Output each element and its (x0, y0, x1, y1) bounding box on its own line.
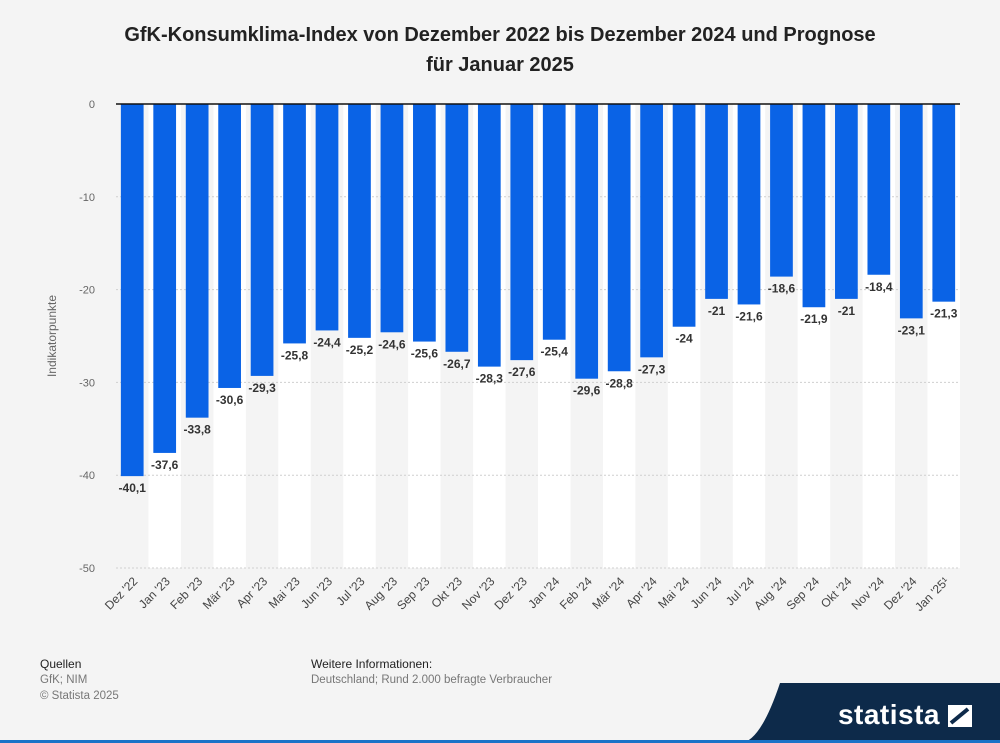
data-label: -29,3 (248, 381, 276, 395)
y-tick-label: -20 (79, 285, 95, 297)
data-label: -29,6 (573, 384, 601, 398)
x-tick-label: Mai '23 (266, 574, 303, 611)
bar (867, 104, 891, 275)
chart-title: GfK-Konsumklima-Index von Dezember 2022 … (50, 20, 950, 80)
bar (899, 104, 923, 319)
data-label: -21,9 (800, 312, 828, 326)
data-label: -25,6 (411, 347, 439, 361)
bar (932, 104, 956, 302)
data-label: -25,8 (281, 348, 309, 362)
x-tick-label: Jan '25¹ (912, 574, 952, 614)
y-tick-label: -40 (79, 470, 95, 482)
x-tick-label: Jun '24 (688, 574, 725, 611)
x-tick-label: Feb '24 (557, 574, 595, 612)
data-label: -28,3 (476, 372, 504, 386)
data-label: -18,4 (865, 280, 893, 294)
x-tick-label: Mär '23 (200, 574, 238, 612)
data-label: -24,4 (313, 335, 341, 349)
bar (283, 104, 306, 344)
title-line-1: GfK-Konsumklima-Index von Dezember 2022 … (124, 24, 876, 46)
x-tick-label: Dez '22 (102, 574, 141, 613)
data-label: -25,4 (541, 345, 569, 359)
x-tick-label: Aug '23 (362, 574, 401, 613)
title-line-2: für Januar 2025 (426, 54, 574, 76)
data-label: -28,8 (605, 376, 633, 390)
bar (737, 104, 761, 305)
bar (802, 104, 826, 308)
x-tick-label: Okt '24 (818, 574, 855, 611)
data-label: -21 (708, 304, 726, 318)
bar (575, 104, 599, 379)
y-axis-label: Indikatorpunkte (45, 295, 59, 377)
x-tick-label: Aug '24 (751, 574, 790, 613)
x-tick-label: Jun '23 (298, 574, 335, 611)
data-label: -30,6 (216, 393, 244, 407)
x-tick-label: Sep '24 (784, 574, 823, 613)
x-tick-label: Mär '24 (589, 574, 627, 612)
y-tick-label: 0 (89, 99, 95, 111)
info-heading: Weitere Informationen: (311, 657, 433, 671)
data-label: -40,1 (119, 481, 147, 495)
x-tick-label: Dez '23 (491, 574, 530, 613)
sources-block: Quellen GfK; NIM © Statista 2025 (40, 656, 119, 704)
bar (672, 104, 696, 327)
bar (607, 104, 631, 372)
data-label: -27,3 (638, 362, 666, 376)
statista-logo-icon (948, 705, 972, 727)
info-text: Deutschland; Rund 2.000 befragte Verbrau… (311, 674, 553, 686)
data-label: -27,6 (508, 365, 536, 379)
x-tick-label: Okt '23 (428, 574, 465, 611)
data-label: -23,1 (898, 323, 926, 337)
sources-line-1: GfK; NIM (40, 674, 88, 686)
data-label: -18,6 (768, 282, 796, 296)
info-block: Weitere Informationen: Deutschland; Rund… (311, 656, 552, 688)
x-tick-label: Mai '24 (655, 574, 692, 611)
bottom-accent-line (0, 740, 1000, 743)
y-tick-label: -50 (79, 563, 95, 575)
bar (153, 104, 177, 453)
x-tick-label: Nov '24 (849, 574, 888, 613)
x-tick-label: Apr '24 (623, 574, 660, 611)
x-tick-label: Jan '24 (525, 574, 562, 611)
brand-badge (740, 683, 1000, 743)
y-tick-label: -10 (79, 192, 95, 204)
data-label: -21 (838, 304, 856, 318)
statista-logo: statista (837, 699, 940, 730)
bar (705, 104, 728, 299)
bar (380, 104, 404, 333)
bar (250, 104, 274, 376)
y-tick-label: -30 (79, 377, 95, 389)
bar (218, 104, 241, 388)
bar (120, 104, 144, 477)
data-label: -24,6 (378, 337, 406, 351)
bar (542, 104, 566, 340)
bar (445, 104, 469, 352)
data-label: -37,6 (151, 458, 179, 472)
data-label: -21,3 (930, 307, 958, 321)
sources-heading: Quellen (40, 657, 82, 671)
data-label: -21,6 (735, 309, 763, 323)
data-label: -33,8 (183, 423, 211, 437)
bar (348, 104, 371, 338)
data-label: -24 (675, 332, 693, 346)
bar-chart: 0 -10 -20 -30 -40 -50 Indikatorpunkte -40,1 Dez … (45, 99, 960, 614)
bar (835, 104, 858, 299)
x-tick-label: Nov '23 (459, 574, 498, 613)
bar (640, 104, 663, 358)
x-tick-label: Feb '23 (167, 574, 205, 612)
x-tick-label: Jan '23 (136, 574, 173, 611)
bar (477, 104, 501, 367)
bar (315, 104, 339, 331)
data-label: -26,7 (443, 357, 471, 371)
x-tick-label: Sep '23 (394, 574, 433, 613)
bar (185, 104, 209, 418)
x-tick-label: Apr '23 (234, 574, 271, 611)
bar (770, 104, 793, 277)
data-label: -25,2 (346, 343, 374, 357)
bar (413, 104, 436, 342)
bar (510, 104, 534, 361)
copyright: © Statista 2025 (40, 690, 119, 702)
